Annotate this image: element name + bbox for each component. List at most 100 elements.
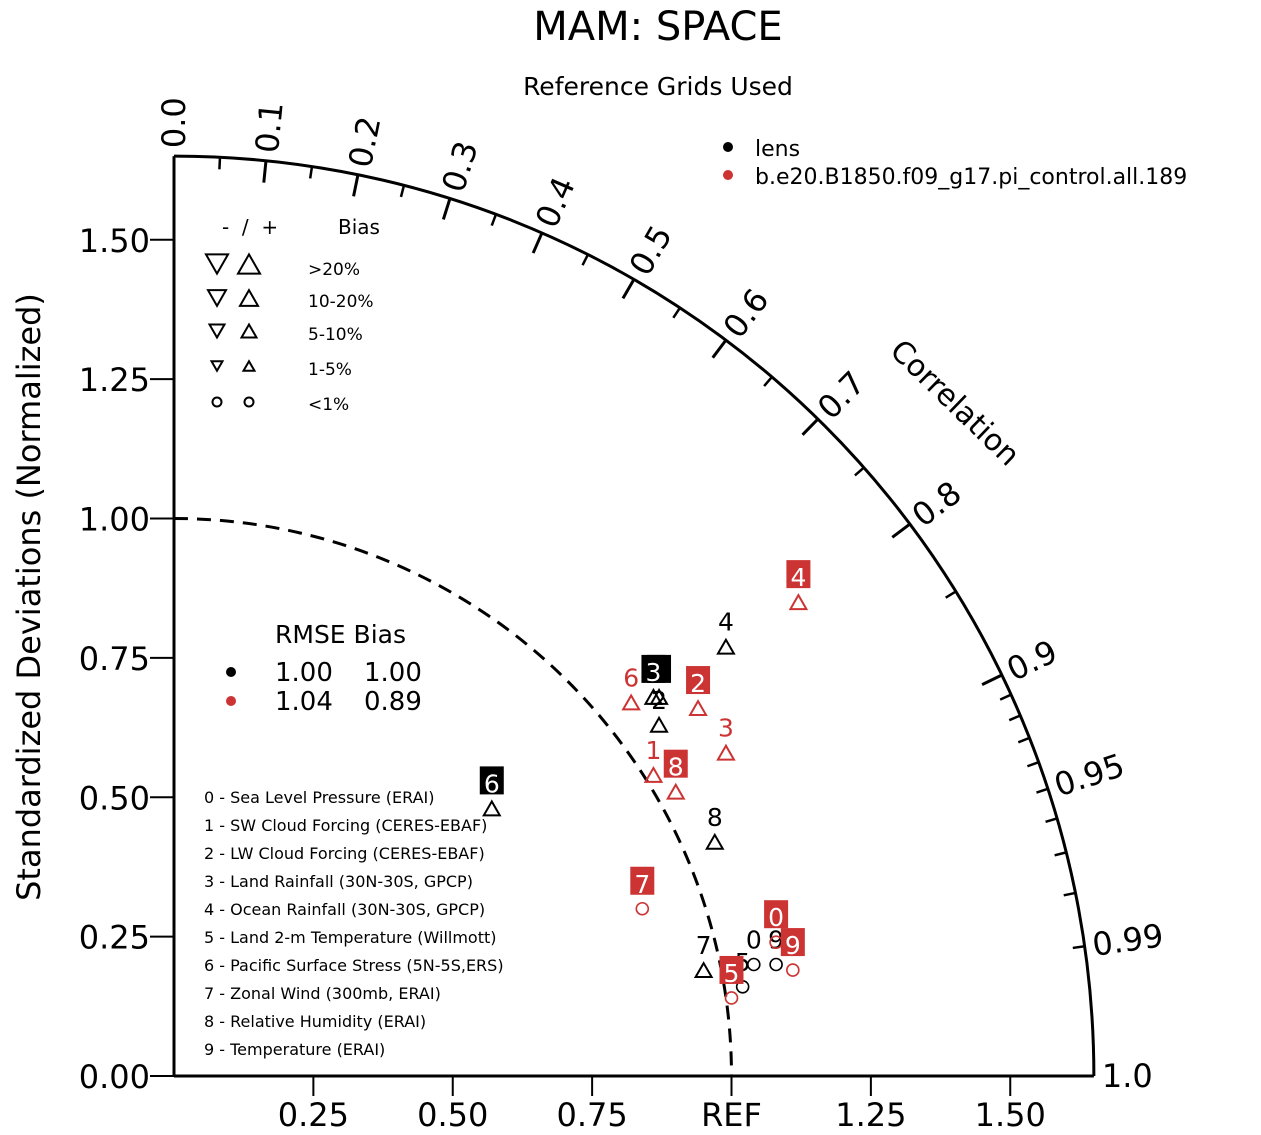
variable-key-item: 0 - Sea Level Pressure (ERAI) bbox=[204, 788, 434, 807]
correlation-tick bbox=[441, 198, 452, 220]
data-point-label: 4 bbox=[718, 608, 734, 637]
correlation-tick-label: 0.2 bbox=[341, 113, 388, 170]
variable-key-item: 2 - LW Cloud Forcing (CERES-EBAF) bbox=[204, 844, 485, 863]
rmse-value-lens: 1.00 bbox=[275, 658, 333, 688]
correlation-tick bbox=[399, 185, 406, 198]
data-point-label: 5 bbox=[724, 959, 740, 988]
correlation-tick bbox=[999, 693, 1012, 701]
data-point-label: 6 bbox=[484, 769, 500, 798]
data-point-label: 4 bbox=[790, 563, 806, 592]
x-tick-label: 0.75 bbox=[557, 1096, 628, 1134]
correlation-tick-label: 0.1 bbox=[248, 100, 291, 154]
y-tick-label: 0.25 bbox=[79, 919, 150, 957]
correlation-tick-label: 0.95 bbox=[1050, 746, 1130, 804]
data-point-label-box bbox=[719, 955, 744, 984]
variable-key-item: 8 - Relative Humidity (ERAI) bbox=[204, 1012, 426, 1031]
correlation-tick bbox=[711, 339, 728, 359]
correlation-tick bbox=[1045, 817, 1058, 823]
correlation-tick bbox=[531, 232, 544, 254]
correlation-tick-label: 0.6 bbox=[716, 282, 777, 346]
correlation-tick bbox=[262, 160, 268, 183]
bias-legend: - / + Bias >20% 10-20% 5-10% 1-5% <1% bbox=[204, 215, 380, 415]
data-point-marker bbox=[705, 832, 725, 850]
correlation-tick-label: 0.3 bbox=[434, 137, 486, 197]
y-tick-label: 0.00 bbox=[79, 1058, 150, 1096]
data-point-marker bbox=[788, 593, 809, 611]
correlation-tick-label: 0.5 bbox=[621, 219, 679, 282]
correlation-tick bbox=[352, 174, 360, 197]
data-point-label-box bbox=[786, 560, 811, 589]
data-point-label-box bbox=[630, 866, 655, 895]
correlation-tick bbox=[1063, 891, 1076, 897]
data-point-label-box bbox=[479, 766, 504, 795]
correlation-tick-label: 0.0 bbox=[155, 97, 193, 148]
data-point-marker bbox=[769, 957, 783, 972]
variable-key-item: 1 - SW Cloud Forcing (CERES-EBAF) bbox=[204, 816, 487, 835]
data-point-label: 0 bbox=[746, 926, 762, 955]
variable-key: 0 - Sea Level Pressure (ERAI) 1 - SW Clo… bbox=[204, 788, 504, 1059]
y-tick-label: 1.25 bbox=[79, 361, 150, 399]
x-tick-label: 0.25 bbox=[278, 1096, 349, 1134]
correlation-tick bbox=[581, 253, 590, 266]
data-point-label: 6 bbox=[623, 663, 639, 692]
data-point-label-box bbox=[663, 749, 688, 778]
bias-legend-up-triangle bbox=[236, 252, 262, 275]
rmse-table: RMSE Bias 1.00 1.00 1.04 0.89 bbox=[226, 620, 422, 717]
correlation-tick-label: 1.0 bbox=[1102, 1057, 1153, 1095]
data-point-label: 8 bbox=[668, 753, 684, 782]
correlation-arc-label: Correlation bbox=[883, 333, 1026, 473]
data-point-label-box bbox=[686, 666, 711, 695]
correlation-tick bbox=[763, 376, 773, 387]
correlation-tick-label: 0.9 bbox=[1001, 632, 1063, 688]
variable-key-item: 7 - Zonal Wind (300mb, ERAI) bbox=[204, 984, 441, 1003]
y-tick-label: 1.50 bbox=[79, 222, 150, 260]
data-point-marker bbox=[643, 687, 664, 705]
bias-legend-label: >20% bbox=[308, 260, 360, 280]
correlation-tick bbox=[218, 157, 222, 170]
data-point-label: 8 bbox=[707, 803, 723, 832]
x-tick-label: 1.25 bbox=[835, 1096, 906, 1134]
bias-legend-up-triangle bbox=[238, 288, 260, 307]
variable-key-item: 3 - Land Rainfall (30N-30S, GPCP) bbox=[204, 872, 473, 891]
data-point-marker bbox=[643, 765, 664, 783]
x-tick-label: REF bbox=[701, 1096, 762, 1134]
data-point-marker bbox=[482, 799, 502, 817]
rmse-value-model: 1.04 bbox=[275, 687, 333, 717]
correlation-tick bbox=[891, 522, 911, 539]
data-point-marker bbox=[716, 637, 736, 655]
bias-legend-up-triangle bbox=[241, 359, 257, 372]
data-point-marker bbox=[746, 957, 761, 972]
y-axis-label: Standardized Deviations (Normalized) bbox=[10, 293, 48, 901]
data-point-marker bbox=[666, 782, 686, 800]
data-marks-group: 01234567890123456789 bbox=[479, 560, 811, 1005]
bias-legend-label: 10-20% bbox=[308, 292, 374, 312]
bias-legend-label: 5-10% bbox=[308, 325, 363, 345]
correlation-tick bbox=[854, 466, 865, 477]
chart-subtitle: Reference Grids Used bbox=[523, 72, 793, 101]
correlation-tick bbox=[981, 673, 1003, 686]
data-point-label-box bbox=[780, 928, 805, 957]
correlation-tick bbox=[1026, 760, 1040, 768]
data-point-label-box bbox=[641, 654, 666, 683]
bias-legend-down-triangle bbox=[209, 360, 225, 373]
data-point-marker bbox=[621, 693, 641, 711]
correlation-tick bbox=[945, 590, 957, 599]
reference-arc bbox=[173, 517, 733, 1077]
rmse-table-header: RMSE Bias bbox=[275, 620, 406, 649]
legend-label-lens: lens bbox=[755, 137, 800, 162]
x-tick-label: 1.50 bbox=[975, 1096, 1046, 1134]
correlation-tick bbox=[1036, 787, 1049, 794]
correlation-tick bbox=[1008, 714, 1021, 722]
x-tick-label: 0.50 bbox=[417, 1096, 488, 1134]
correlation-tick bbox=[1017, 736, 1030, 744]
bias-legend-sign-header: - / + bbox=[222, 215, 278, 239]
correlation-tick bbox=[1072, 944, 1085, 950]
bias-legend-down-triangle bbox=[207, 323, 227, 340]
legend-dot-model bbox=[723, 170, 733, 180]
data-point-label: 3 bbox=[645, 658, 661, 687]
data-point-marker bbox=[786, 963, 800, 977]
correlation-tick bbox=[672, 307, 681, 319]
chart-title: MAM: SPACE bbox=[533, 4, 782, 50]
bias-legend-up-triangle bbox=[239, 322, 259, 339]
